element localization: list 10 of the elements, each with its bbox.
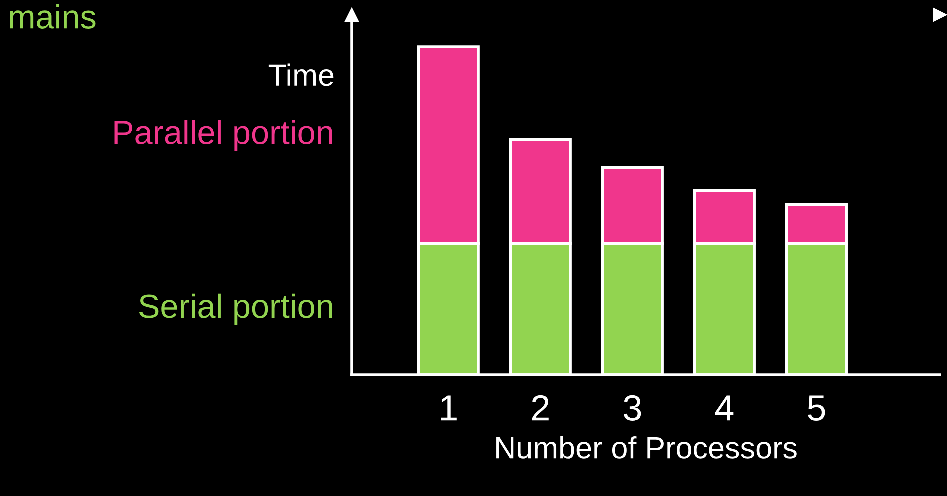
text: mains <box>10 4 96 29</box>
x-tick-label: 4 <box>715 396 734 421</box>
x-tick-label: 2 <box>532 395 549 421</box>
text: Parallel portion <box>114 120 332 152</box>
x-tick-label: 5 <box>808 396 826 421</box>
text: Serial portion <box>139 294 332 325</box>
x-axis-title: Number of Processors <box>496 436 797 459</box>
x-tick-label: 3 <box>624 395 642 421</box>
y-axis-title: Time <box>268 64 334 86</box>
x-tick-label: 1 <box>441 396 457 421</box>
